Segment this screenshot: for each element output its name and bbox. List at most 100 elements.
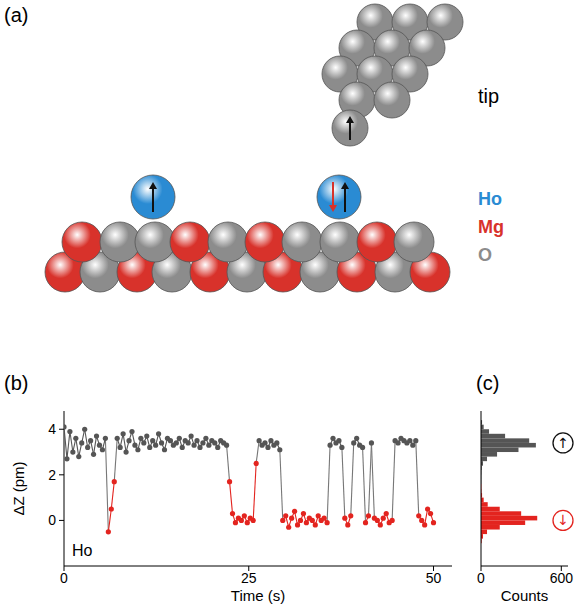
atom [282, 222, 322, 262]
data-point [100, 447, 105, 452]
histogram-bar [481, 502, 488, 507]
histogram-bar [481, 443, 536, 448]
histogram-bar [481, 530, 487, 535]
data-point [325, 520, 330, 525]
data-point [342, 516, 347, 521]
data-point [135, 447, 140, 452]
diagram: (a)tipHoMgO [4, 4, 504, 292]
atom [357, 222, 397, 262]
atom [100, 222, 140, 262]
data-point [115, 436, 120, 441]
spin-arrow [344, 188, 346, 212]
data-point [186, 440, 191, 445]
data-point [277, 447, 282, 452]
data-point [212, 440, 217, 445]
data-point [363, 520, 368, 525]
data-point [384, 511, 389, 516]
atom [320, 222, 360, 262]
plot-marks [64, 424, 436, 534]
state-label: ↑ [557, 435, 569, 451]
data-point [129, 429, 134, 434]
data-point [224, 443, 229, 448]
data-point [428, 511, 433, 516]
data-point [413, 438, 418, 443]
data-point [141, 440, 146, 445]
trace-segment [111, 482, 114, 509]
data-point [79, 440, 84, 445]
data-point [416, 513, 421, 518]
plot-marks [481, 420, 537, 543]
histogram-bar [481, 457, 487, 462]
histogram-bar [481, 516, 537, 521]
atom [394, 222, 434, 262]
atom [135, 222, 175, 262]
data-point [118, 445, 123, 450]
data-point [85, 445, 90, 450]
trace-segment [416, 441, 419, 516]
panel-label: (a) [4, 4, 28, 26]
data-point [301, 511, 306, 516]
data-point [156, 431, 161, 436]
trace-segment [76, 438, 79, 456]
data-point [121, 431, 126, 436]
trace-segment [392, 441, 395, 521]
trace-segment [371, 443, 374, 518]
data-point [132, 443, 137, 448]
atom [374, 82, 410, 118]
data-point [242, 513, 247, 518]
data-point [419, 518, 424, 523]
data-point [345, 522, 350, 527]
legend-label: Ho [478, 189, 502, 209]
chart-c: (c)0600Counts↑↓ [476, 372, 573, 604]
data-point [366, 513, 371, 518]
histogram-bar [481, 429, 489, 434]
data-point [395, 440, 400, 445]
data-point [73, 436, 78, 441]
data-point [339, 445, 344, 450]
state-label: ↓ [557, 512, 569, 528]
atom [62, 222, 102, 262]
trace-segment [342, 447, 345, 518]
data-point [191, 443, 196, 448]
data-point [159, 440, 164, 445]
data-point [313, 522, 318, 527]
trace-segment [227, 445, 230, 481]
data-point [174, 440, 179, 445]
y-tick [59, 520, 64, 521]
data-point [410, 443, 415, 448]
data-point [268, 438, 273, 443]
x-tick-label: 25 [241, 570, 257, 586]
data-point [274, 440, 279, 445]
state-badge [553, 433, 573, 453]
data-point [375, 518, 380, 523]
trace-segment [67, 432, 70, 459]
annotation: Ho [72, 542, 93, 559]
data-point [123, 449, 128, 454]
data-point [254, 461, 259, 466]
trace-segment [70, 432, 73, 453]
data-point [126, 438, 131, 443]
data-point [251, 518, 256, 523]
data-point [354, 436, 359, 441]
data-point [106, 529, 111, 534]
data-point [233, 520, 238, 525]
x-tick-label: 50 [426, 570, 442, 586]
legend-label: O [478, 245, 492, 265]
data-point [91, 452, 96, 457]
data-point [431, 520, 436, 525]
data-point [153, 443, 158, 448]
data-point [150, 438, 155, 443]
data-point [422, 522, 427, 527]
legend-label: Mg [478, 217, 504, 237]
data-point [189, 433, 194, 438]
data-point [64, 456, 69, 461]
data-point [162, 447, 167, 452]
atom [317, 175, 361, 219]
trace-segment [123, 434, 126, 452]
data-point [298, 518, 303, 523]
histogram-bar [481, 438, 529, 443]
data-point [407, 438, 412, 443]
data-point [112, 479, 117, 484]
x-axis [481, 566, 568, 567]
y-tick-label: 4 [48, 421, 56, 437]
